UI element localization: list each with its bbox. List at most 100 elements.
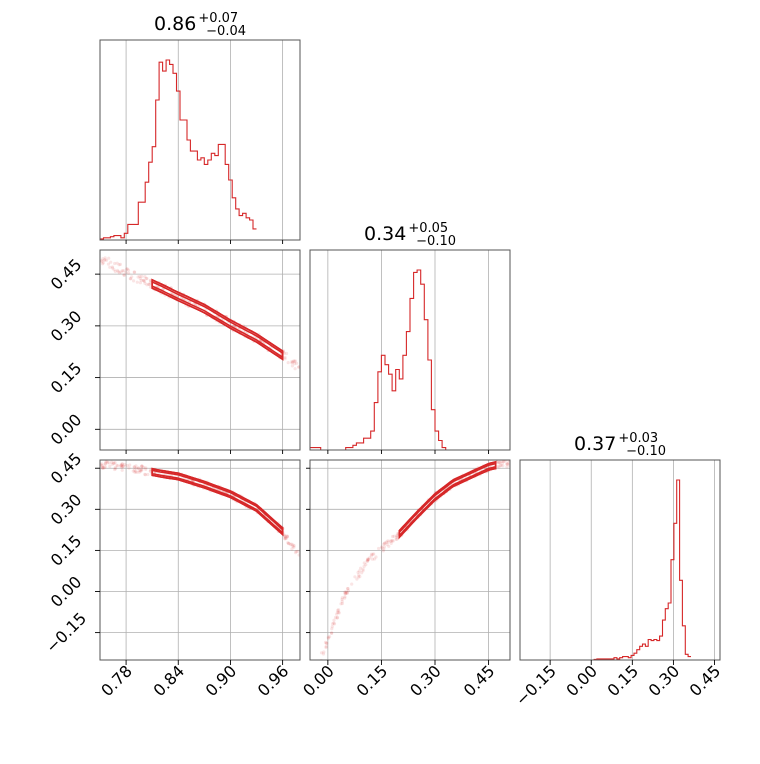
x-tick-label: 0.90 bbox=[202, 661, 241, 700]
sample-point bbox=[112, 268, 116, 272]
sample-point bbox=[296, 549, 300, 553]
sample-point bbox=[111, 266, 115, 270]
sample-point bbox=[119, 463, 123, 467]
sample-point bbox=[389, 541, 393, 546]
y-tick-label: −0.15 bbox=[42, 609, 90, 657]
sample-point bbox=[344, 591, 348, 596]
sample-point bbox=[326, 635, 330, 639]
sample-point bbox=[371, 552, 375, 556]
sample-point bbox=[122, 273, 126, 277]
sample-point bbox=[332, 618, 336, 622]
sample-point bbox=[395, 535, 399, 539]
sample-point bbox=[395, 534, 400, 539]
sample-point bbox=[120, 269, 124, 273]
sample-point bbox=[332, 622, 337, 626]
sample-point bbox=[101, 262, 105, 266]
sample-point bbox=[359, 566, 363, 570]
sample-point bbox=[335, 612, 339, 616]
sample-point bbox=[119, 270, 123, 274]
sample-point bbox=[121, 464, 125, 468]
sample-point bbox=[285, 535, 289, 539]
sample-point bbox=[116, 270, 120, 274]
sample-point bbox=[126, 268, 131, 272]
sample-point bbox=[292, 359, 296, 363]
sample-point bbox=[335, 610, 339, 615]
sample-point bbox=[107, 461, 111, 465]
sample-point bbox=[357, 569, 361, 573]
sample-point bbox=[140, 464, 144, 468]
x-tick-label: 0.15 bbox=[353, 661, 392, 700]
sample-point bbox=[297, 365, 300, 369]
sample-point bbox=[101, 466, 105, 470]
sample-point bbox=[332, 621, 336, 625]
x-tick-label: 0.45 bbox=[460, 661, 499, 700]
sample-point bbox=[108, 265, 112, 269]
sample-point bbox=[335, 616, 339, 620]
sample-point bbox=[101, 466, 105, 470]
sample-point bbox=[143, 473, 147, 477]
panel-title: 0.34 +0.05 −0.10 bbox=[364, 221, 456, 249]
sample-point bbox=[148, 285, 152, 289]
sample-point bbox=[382, 547, 386, 551]
sample-point bbox=[142, 279, 147, 283]
samples bbox=[100, 256, 300, 371]
sample-point bbox=[356, 575, 361, 579]
sample-point bbox=[139, 469, 143, 473]
sample-point bbox=[373, 557, 377, 561]
x-tick-label: 0.78 bbox=[97, 661, 136, 700]
sample-point bbox=[140, 464, 144, 468]
sample-point bbox=[328, 635, 332, 639]
sample-point bbox=[113, 269, 117, 274]
panel-title: 0.86 +0.07 −0.04 bbox=[154, 11, 246, 39]
sample-point bbox=[139, 469, 143, 473]
sample-point bbox=[499, 463, 503, 467]
sample-point bbox=[374, 555, 378, 559]
samples bbox=[100, 460, 300, 557]
x-tick-label: 0.15 bbox=[604, 661, 643, 700]
sample-point bbox=[132, 468, 136, 472]
sample-point bbox=[106, 262, 111, 266]
scatter-panel-0-1 bbox=[99, 249, 301, 451]
sample-point bbox=[107, 256, 111, 260]
sample-point bbox=[362, 564, 366, 569]
sample-point bbox=[101, 257, 105, 261]
sample-point bbox=[113, 467, 117, 472]
sample-point bbox=[103, 462, 107, 466]
sample-point bbox=[120, 462, 124, 466]
sample-point bbox=[382, 541, 386, 545]
sample-point bbox=[389, 539, 393, 543]
sample-point bbox=[370, 557, 375, 561]
histogram-step-line bbox=[520, 479, 691, 660]
sample-point bbox=[500, 461, 505, 465]
sample-point bbox=[283, 534, 287, 538]
sample-point bbox=[100, 464, 105, 468]
sample-point bbox=[283, 537, 287, 541]
sample-point bbox=[120, 468, 124, 472]
sample-point bbox=[366, 557, 370, 562]
sample-point bbox=[132, 465, 136, 469]
title-minus: −0.10 bbox=[416, 234, 456, 249]
sample-point bbox=[335, 615, 340, 620]
sample-point bbox=[116, 464, 120, 468]
sample-point bbox=[382, 545, 386, 549]
hist-panel-0: 0.86 +0.07 −0.04 bbox=[99, 11, 301, 241]
sample-point bbox=[128, 277, 132, 281]
sample-point bbox=[119, 463, 123, 467]
sample-point bbox=[136, 466, 140, 470]
sample-point bbox=[132, 270, 136, 274]
sample-point bbox=[321, 652, 326, 656]
sample-point bbox=[115, 268, 120, 273]
sample-point bbox=[345, 591, 349, 595]
sample-point bbox=[394, 537, 398, 541]
sample-point bbox=[324, 644, 328, 649]
sample-point bbox=[131, 469, 135, 473]
sample-point bbox=[291, 543, 295, 547]
sample-point bbox=[502, 460, 506, 464]
panel-frame bbox=[99, 39, 301, 241]
sample-point bbox=[384, 540, 388, 544]
title-plus: +0.03 bbox=[618, 431, 658, 446]
sample-point bbox=[385, 543, 389, 547]
sample-point bbox=[290, 547, 294, 551]
sample-point bbox=[100, 462, 104, 466]
